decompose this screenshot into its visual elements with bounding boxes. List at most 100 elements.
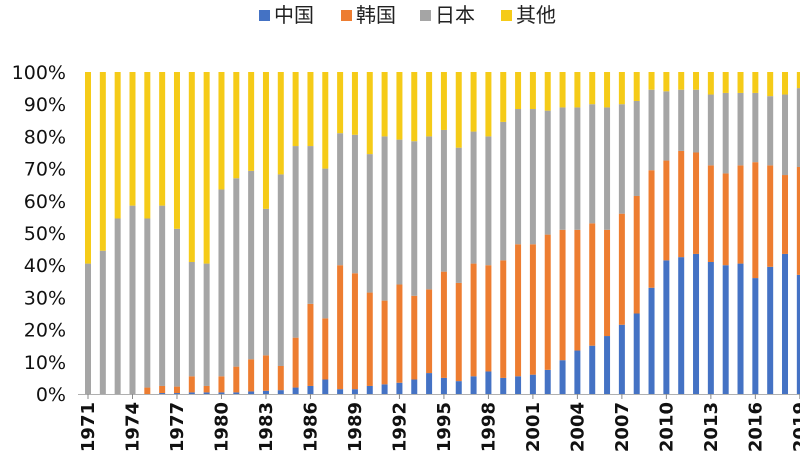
- bar-2009-series-0: [648, 287, 655, 394]
- bar-2016-series-0: [752, 278, 759, 394]
- bar-1994-series-2: [426, 136, 433, 290]
- bar-1975-series-3: [144, 72, 151, 219]
- bar-1978-series-0: [188, 392, 195, 394]
- bar-1986-series-0: [307, 385, 314, 394]
- x-tick-label: 1977: [167, 402, 188, 452]
- bar-1978-series-1: [188, 376, 195, 393]
- bar-1988-series-3: [337, 72, 344, 134]
- bar-2000-series-2: [515, 109, 522, 245]
- x-tick-label: 2019: [790, 402, 800, 452]
- bar-2001-series-0: [529, 374, 536, 394]
- bar-2019-series-1: [796, 166, 800, 275]
- bar-2008-series-1: [633, 195, 640, 314]
- bar-2014-series-0: [722, 265, 729, 394]
- bar-1985-series-0: [292, 387, 299, 394]
- bar-1996-series-0: [455, 381, 462, 394]
- bar-1984-series-0: [277, 390, 284, 394]
- y-tick-label: 90%: [24, 94, 66, 116]
- bar-2009-series-2: [648, 89, 655, 171]
- bar-2019-series-0: [796, 274, 800, 394]
- bar-1971-series-3: [85, 72, 91, 264]
- bar-1974-series-3: [129, 72, 136, 206]
- bar-2001-series-2: [529, 109, 536, 245]
- legend-swatch-2: [420, 10, 431, 21]
- bar-1976-series-2: [159, 205, 166, 386]
- bar-2015-series-1: [737, 165, 744, 264]
- bar-2018-series-1: [782, 175, 789, 254]
- legend-label-0: 中国: [274, 3, 314, 27]
- bar-1995-series-3: [440, 72, 447, 130]
- bar-1984-series-1: [277, 365, 284, 391]
- y-tick-label: 20%: [24, 320, 66, 342]
- bar-2013-series-0: [707, 261, 714, 394]
- bar-2010-series-2: [663, 91, 670, 161]
- bar-1997-series-0: [470, 376, 477, 394]
- bar-1972-series-3: [99, 72, 106, 251]
- bar-1972-series-2: [99, 250, 106, 394]
- bar-1991-series-2: [381, 136, 388, 301]
- bar-2005-series-1: [589, 223, 596, 346]
- bar-2010-series-0: [663, 260, 670, 394]
- bar-1980-series-2: [218, 189, 225, 377]
- x-tick-label: 1992: [389, 402, 410, 452]
- bar-2006-series-0: [604, 336, 611, 394]
- bar-1998-series-3: [485, 72, 492, 137]
- bar-2012-series-2: [693, 89, 700, 153]
- bar-2015-series-3: [737, 72, 744, 93]
- bar-1986-series-1: [307, 303, 314, 386]
- bar-1988-series-0: [337, 389, 344, 394]
- bar-1979-series-0: [203, 392, 210, 394]
- bar-1990-series-3: [366, 72, 373, 155]
- bar-2011-series-3: [678, 72, 685, 90]
- bar-2017-series-0: [767, 266, 774, 394]
- bar-2017-series-2: [767, 96, 774, 166]
- bar-1975-series-2: [144, 218, 151, 388]
- bar-1982-series-3: [248, 72, 255, 171]
- bar-2014-series-3: [722, 72, 729, 93]
- bar-1987-series-0: [322, 379, 329, 394]
- bar-1997-series-1: [470, 263, 477, 377]
- y-tick-label: 10%: [24, 352, 66, 374]
- x-tick-label: 1998: [478, 402, 499, 452]
- bar-1998-series-0: [485, 371, 492, 394]
- bar-2013-series-1: [707, 165, 714, 262]
- legend-swatch-0: [259, 10, 270, 21]
- bar-2007-series-2: [618, 104, 625, 214]
- bar-2003-series-3: [559, 72, 566, 108]
- bar-1988-series-2: [337, 133, 344, 266]
- legend-label-3: 其他: [516, 3, 556, 27]
- y-tick-label: 50%: [24, 223, 66, 245]
- bar-1996-series-3: [455, 72, 462, 148]
- bar-2004-series-1: [574, 229, 581, 351]
- bar-1981-series-1: [233, 366, 240, 393]
- bar-2000-series-1: [515, 244, 522, 377]
- bar-1985-series-1: [292, 337, 299, 388]
- x-axis-ticks: 1971 1974 1977 1980 1983 1986 1989 1992 1995 1998…: [78, 394, 800, 452]
- bar-1983-series-1: [262, 355, 269, 391]
- x-tick-label: 2007: [612, 402, 633, 452]
- bar-1984-series-3: [277, 72, 284, 175]
- y-tick-label: 30%: [24, 287, 66, 309]
- bar-1993-series-0: [411, 379, 418, 394]
- bar-1989-series-1: [351, 273, 358, 390]
- bar-2013-series-3: [707, 72, 714, 95]
- bar-1998-series-2: [485, 136, 492, 266]
- bar-1986-series-3: [307, 72, 314, 147]
- bar-1976-series-1: [159, 385, 166, 394]
- bar-1996-series-1: [455, 282, 462, 382]
- y-tick-label: 80%: [24, 126, 66, 148]
- bar-2003-series-2: [559, 107, 566, 230]
- bar-1990-series-1: [366, 292, 373, 386]
- bar-1980-series-0: [218, 392, 225, 394]
- bar-1983-series-3: [262, 72, 269, 209]
- bar-2013-series-2: [707, 94, 714, 166]
- bar-1991-series-0: [381, 384, 388, 394]
- bar-1990-series-2: [366, 154, 373, 293]
- x-tick-label: 1995: [434, 402, 455, 452]
- bar-2008-series-0: [633, 313, 640, 394]
- legend-label-1: 韩国: [356, 3, 396, 27]
- bar-2019-series-2: [796, 88, 800, 167]
- bar-2001-series-1: [529, 244, 536, 375]
- bar-1992-series-1: [396, 284, 403, 383]
